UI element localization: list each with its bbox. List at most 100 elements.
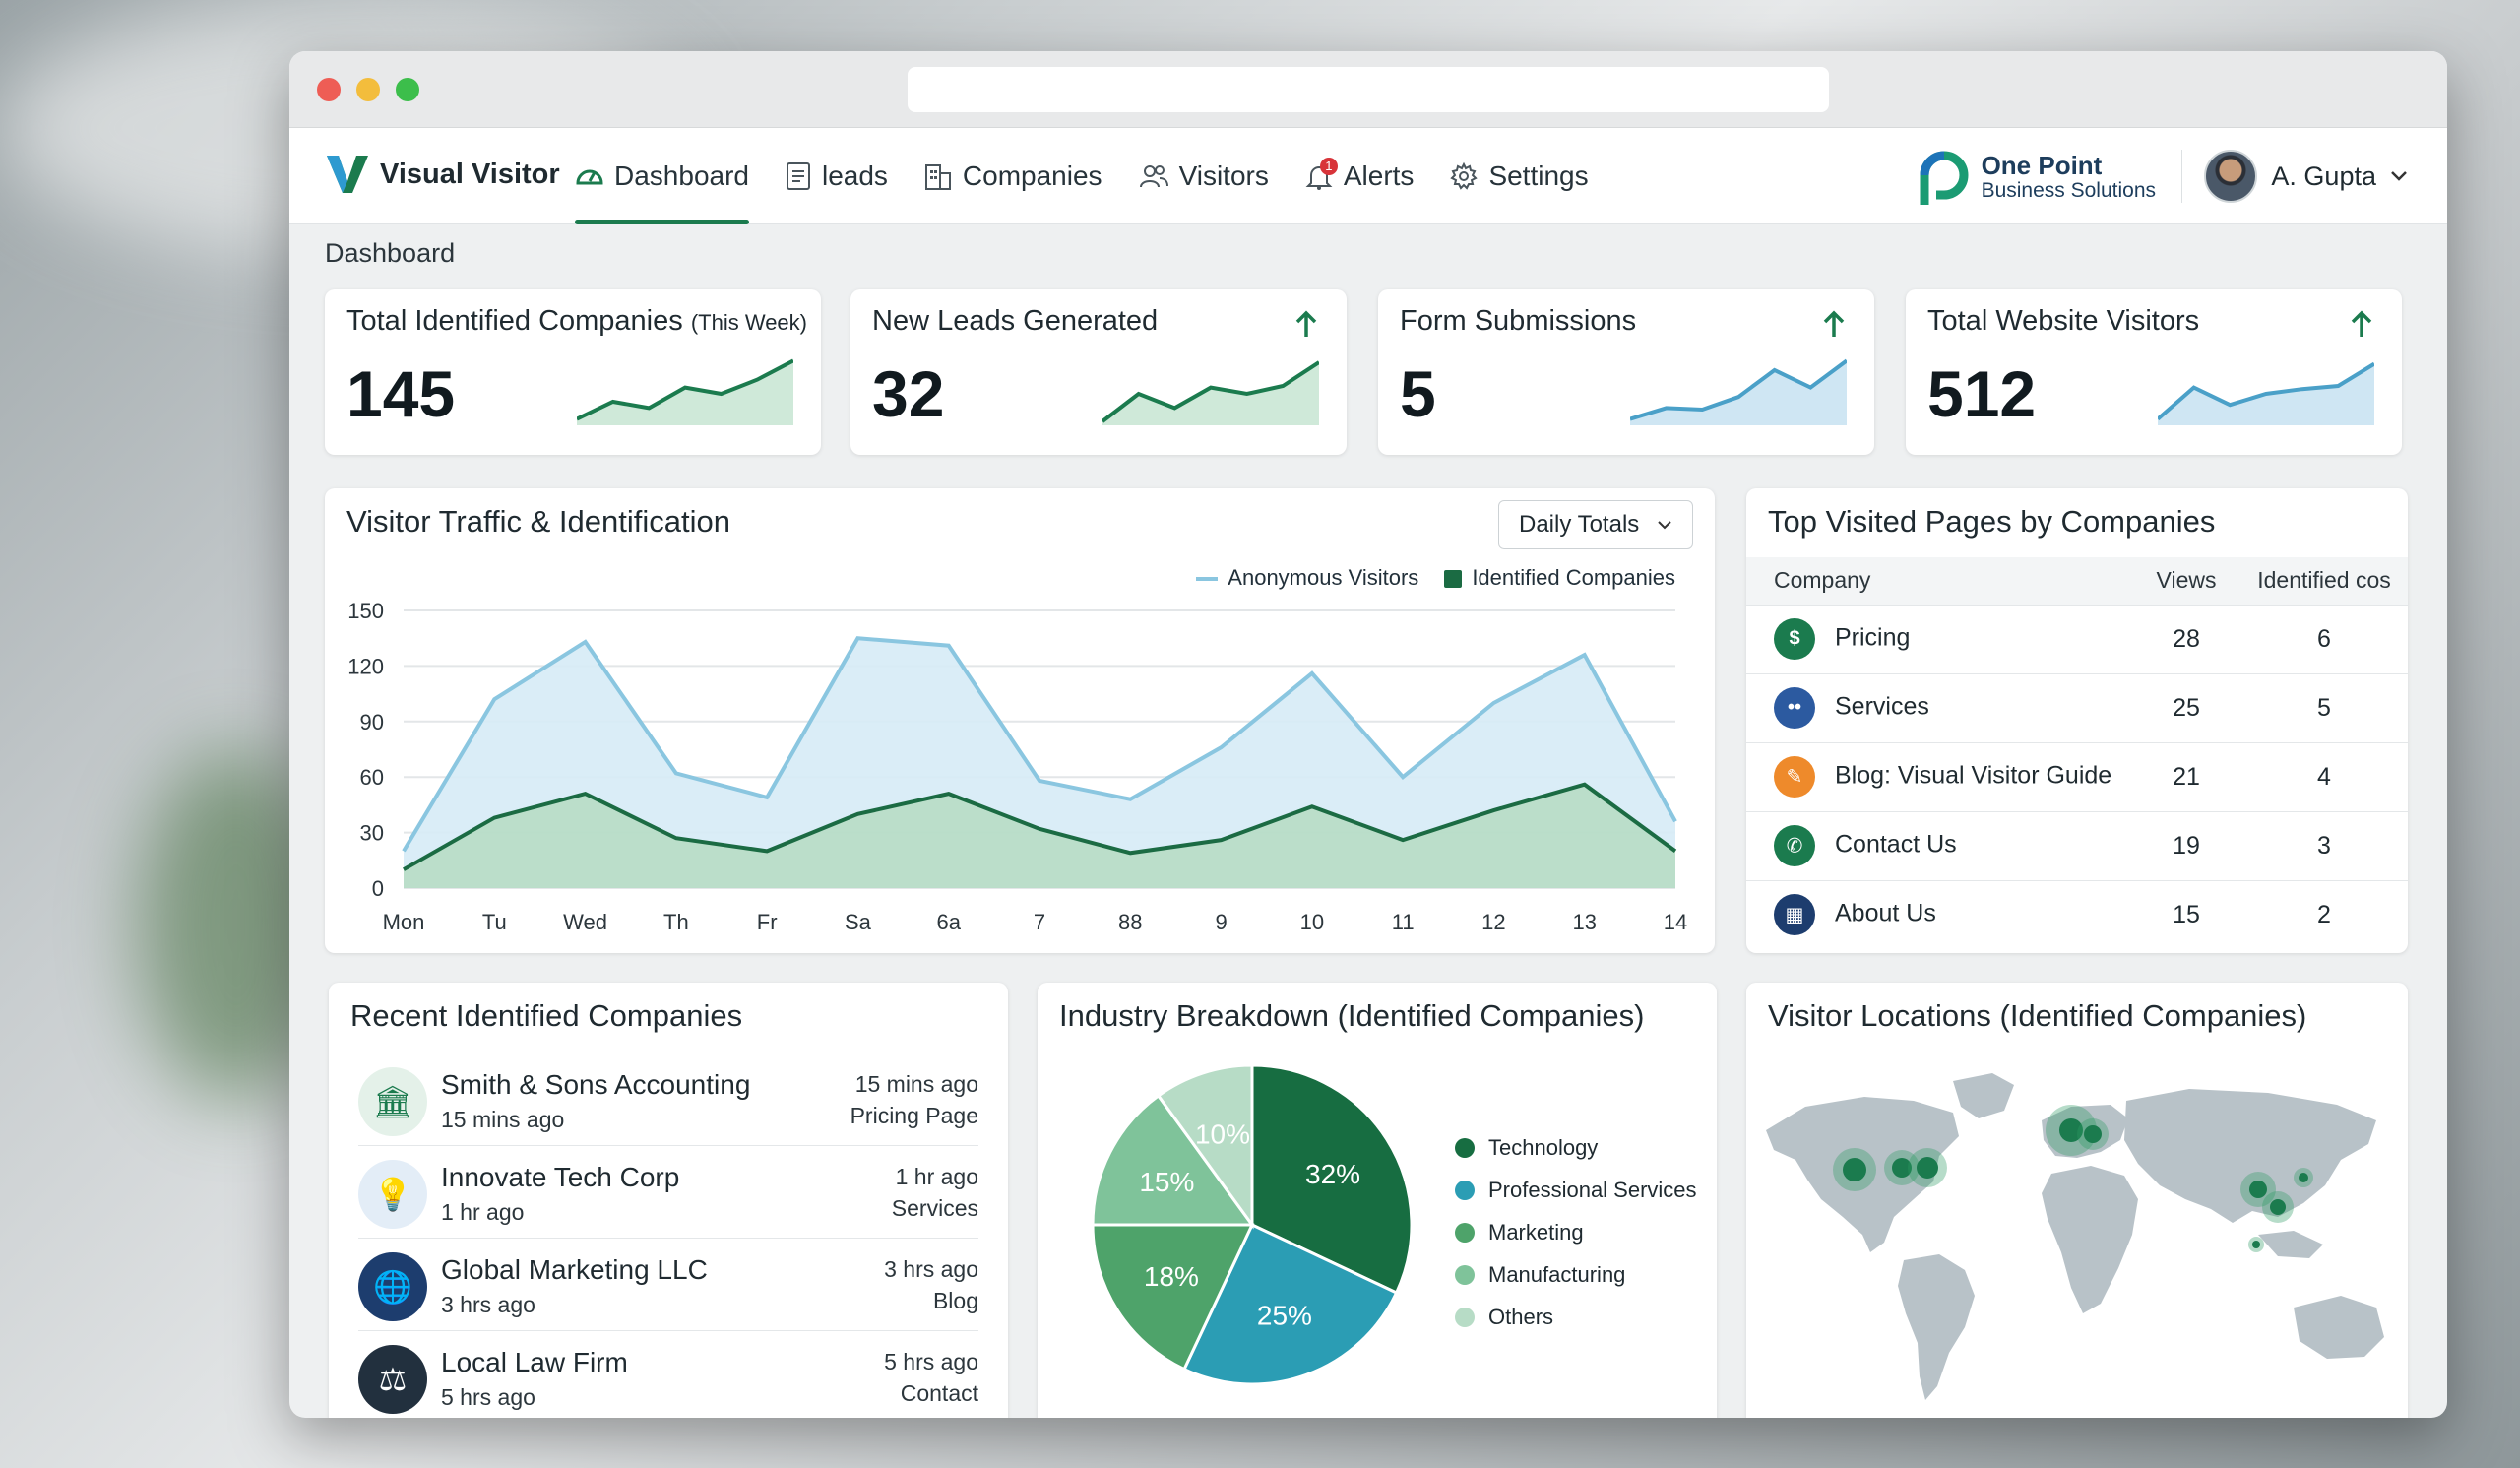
- visited-page: Services: [891, 1195, 978, 1221]
- pie-slice: [1250, 1063, 1414, 1295]
- stat-card[interactable]: Total Identified Companies (This Week) 14…: [325, 289, 821, 455]
- table-row[interactable]: ✆ Contact Us 19 3: [1746, 810, 2408, 880]
- table-row[interactable]: •• Services 25 5: [1746, 672, 2408, 742]
- tab-companies-label: Companies: [962, 160, 1102, 191]
- list-item[interactable]: ⚖ Local Law Firm 5 hrs ago 5 hrs ago Contact: [358, 1331, 978, 1418]
- partner-title: One Point: [1981, 151, 2103, 180]
- greenland-shape: [1953, 1073, 2014, 1118]
- daily-totals-dropdown[interactable]: Daily Totals: [1498, 500, 1693, 549]
- one-point-logo-icon: [1920, 151, 1969, 205]
- page-cell: •• Services: [1746, 672, 2132, 742]
- traffic-title: Visitor Traffic & Identification: [346, 504, 730, 539]
- sparkline-area: [577, 360, 793, 425]
- user-menu[interactable]: A. Gupta: [2181, 150, 2408, 203]
- series-area: [404, 784, 1675, 888]
- table-row[interactable]: ▦ About Us 15 2: [1746, 879, 2408, 949]
- pie-slice-label: 32%: [1305, 1159, 1360, 1189]
- tab-alerts[interactable]: 1 Alerts: [1304, 128, 1414, 224]
- sparkline-line: [2158, 361, 2374, 421]
- stat-card[interactable]: Form Submissions 5: [1378, 289, 1874, 455]
- col-company[interactable]: Company: [1746, 557, 2132, 605]
- address-bar[interactable]: [908, 67, 1829, 112]
- list-item[interactable]: 🏛 Smith & Sons Accounting 15 mins ago 15 mi…: [358, 1053, 978, 1146]
- legend-label: Others: [1488, 1304, 1554, 1329]
- office-icon: ▦: [1774, 894, 1815, 936]
- table-row[interactable]: $ Pricing 28 6: [1746, 604, 2408, 673]
- legend-item[interactable]: Others: [1455, 1296, 1697, 1338]
- globe-icon: 🌐: [358, 1252, 427, 1321]
- visual-visitor-logo-icon: [327, 156, 368, 193]
- partner-logo: One Point Business Solutions: [1915, 148, 2156, 207]
- pencil-icon: ✎: [1774, 756, 1815, 798]
- visited-page: Blog: [932, 1288, 978, 1313]
- list-item[interactable]: 🌐 Global Marketing LLC 3 hrs ago 3 hrs ago B…: [358, 1239, 978, 1331]
- company-time: 15 mins ago: [441, 1107, 565, 1132]
- stat-title: New Leads Generated: [872, 305, 1158, 338]
- legend-anonymous[interactable]: Anonymous Visitors: [1196, 565, 1418, 591]
- minimize-window-button[interactable]: [356, 78, 380, 101]
- pie-slice-label: 10%: [1195, 1119, 1250, 1150]
- brand[interactable]: Visual Visitor: [325, 152, 560, 197]
- world-map[interactable]: [1746, 1042, 2408, 1418]
- legend-identified[interactable]: Identified Companies: [1444, 565, 1675, 591]
- legend-item[interactable]: Technology: [1455, 1126, 1697, 1169]
- company-name: Local Law Firm: [441, 1347, 628, 1377]
- stat-qualifier: (This Week): [690, 310, 807, 335]
- page-cell: ▦ About Us: [1746, 879, 2132, 949]
- identified-cell: 2: [2240, 879, 2408, 949]
- browser-titlebar: [289, 51, 2447, 128]
- locations-card: Visitor Locations (Identified Companies): [1746, 983, 2408, 1418]
- tab-visitors-label: Visitors: [1178, 160, 1269, 191]
- x-tick-label: 7: [1034, 910, 1045, 934]
- y-tick-label: 0: [372, 876, 384, 901]
- company-time: 1 hr ago: [441, 1199, 525, 1225]
- legend-label: Manufacturing: [1488, 1261, 1626, 1287]
- table-row[interactable]: ✎ Blog: Visual Visitor Guide 21 4: [1746, 741, 2408, 811]
- col-views[interactable]: Views: [2132, 557, 2240, 605]
- stat-title-text: Total Identified Companies: [346, 305, 683, 337]
- legend-item[interactable]: Professional Services: [1455, 1169, 1697, 1211]
- company-name: Global Marketing LLC: [441, 1254, 708, 1285]
- tab-companies[interactable]: Companies: [923, 128, 1102, 224]
- identified-cell: 3: [2240, 810, 2408, 880]
- tab-dashboard[interactable]: Dashboard: [575, 128, 749, 224]
- top-pages-card: Top Visited Pages by Companies Company V…: [1746, 488, 2408, 953]
- africa-shape: [2042, 1166, 2138, 1313]
- partner-subtitle: Business Solutions: [1981, 179, 2156, 202]
- sparkline: [1102, 360, 1319, 425]
- visit-time: 15 mins ago: [854, 1071, 978, 1097]
- building-icon: [924, 164, 951, 190]
- legend-item[interactable]: Marketing: [1455, 1211, 1697, 1253]
- stat-card[interactable]: Total Website Visitors 512: [1906, 289, 2402, 455]
- breadcrumb: Dashboard: [325, 238, 456, 268]
- users-icon: [1139, 165, 1168, 188]
- gear-icon: [1450, 161, 1479, 190]
- y-tick-label: 60: [360, 765, 384, 790]
- views-cell: 19: [2132, 810, 2240, 880]
- list-item[interactable]: 💡 Innovate Tech Corp 1 hr ago 1 hr ago Servi…: [358, 1146, 978, 1239]
- top-navbar: Visual Visitor Dashboard leads Companies…: [289, 128, 2447, 224]
- x-tick-label: 88: [1118, 910, 1142, 934]
- pie-slice: [1156, 1063, 1254, 1230]
- legend-item[interactable]: Manufacturing: [1455, 1253, 1697, 1296]
- visit-time: 1 hr ago: [895, 1164, 978, 1189]
- sparkline: [1630, 358, 1847, 425]
- visited-page: Pricing Page: [850, 1103, 978, 1128]
- col-identified[interactable]: Identified cos: [2240, 557, 2408, 605]
- x-tick-label: 14: [1664, 910, 1687, 934]
- identified-cell: 6: [2240, 604, 2408, 673]
- maximize-window-button[interactable]: [396, 78, 419, 101]
- tab-visitors[interactable]: Visitors: [1138, 128, 1269, 224]
- phone-icon: ✆: [1774, 825, 1815, 866]
- tab-leads-label: leads: [821, 160, 888, 191]
- close-window-button[interactable]: [317, 78, 341, 101]
- tab-settings[interactable]: Settings: [1449, 128, 1589, 224]
- tab-leads[interactable]: leads: [785, 128, 888, 224]
- page-name: Pricing: [1835, 623, 1911, 652]
- x-tick-label: 9: [1215, 910, 1227, 934]
- chevron-down-icon: [2391, 171, 2407, 181]
- visited-page: Contact: [900, 1380, 978, 1406]
- views-cell: 15: [2132, 879, 2240, 949]
- south-america-shape: [1898, 1254, 1975, 1400]
- stat-card[interactable]: New Leads Generated 32: [850, 289, 1347, 455]
